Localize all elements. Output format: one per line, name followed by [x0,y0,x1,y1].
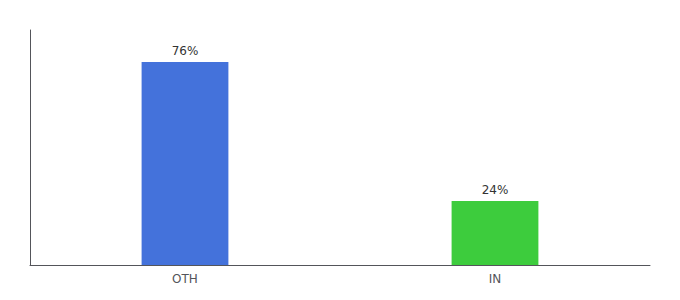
svg-text:IN: IN [489,272,502,286]
svg-text:76%: 76% [172,44,199,58]
svg-text:OTH: OTH [172,272,198,286]
svg-text:24%: 24% [482,183,509,197]
